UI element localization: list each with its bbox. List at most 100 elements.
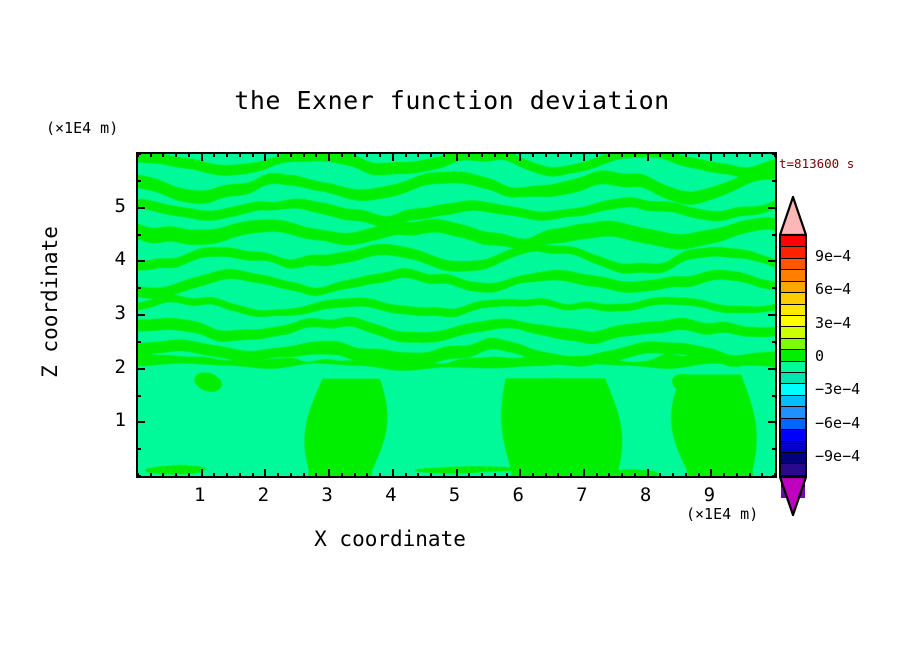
- axis-tick: [136, 340, 141, 343]
- axis-tick: [187, 473, 190, 478]
- axis-tick: [768, 206, 777, 209]
- axis-tick: [417, 152, 420, 157]
- axis-tick: [480, 152, 483, 157]
- axis-tick: [328, 469, 331, 478]
- axis-tick: [277, 152, 280, 157]
- contour-field: [138, 154, 775, 476]
- colorbar-tick-label: 9e−4: [815, 247, 852, 266]
- axis-tick: [633, 473, 636, 478]
- axis-tick: [340, 473, 343, 478]
- colorbar-band: [781, 304, 805, 316]
- axis-tick: [200, 152, 203, 161]
- axis-tick: [136, 179, 141, 182]
- axis-tick: [519, 152, 522, 161]
- colorbar: 9e−4 6e−4 3e−4 0 −3e−4 −6e−4 −9e−4: [779, 196, 860, 516]
- colorbar-tick-label: −9e−4: [815, 446, 861, 465]
- axis-tick: [200, 469, 203, 478]
- axis-tick: [430, 473, 433, 478]
- axis-tick: [289, 473, 292, 478]
- colorbar-band: [781, 441, 805, 454]
- x-tick-label: 5: [448, 484, 461, 506]
- axis-tick: [493, 152, 496, 157]
- colorbar-under-arrow-icon: [779, 476, 807, 516]
- axis-tick: [735, 152, 738, 157]
- axis-tick: [226, 473, 229, 478]
- axis-tick: [379, 152, 382, 157]
- axis-tick: [768, 367, 777, 370]
- x-tick-label: 3: [321, 484, 333, 506]
- axis-tick: [761, 152, 764, 157]
- y-tick-label: 1: [114, 409, 126, 432]
- colorbar-bands: [779, 234, 807, 498]
- axis-tick: [136, 394, 141, 397]
- axis-tick: [772, 233, 777, 236]
- axis-tick: [772, 340, 777, 343]
- colorbar-band: [781, 395, 805, 408]
- axis-tick: [328, 152, 331, 161]
- axis-tick: [723, 152, 726, 157]
- axis-tick: [608, 473, 611, 478]
- axis-tick: [531, 473, 534, 478]
- axis-tick: [768, 260, 777, 263]
- axis-tick: [570, 473, 573, 478]
- axis-tick: [544, 152, 547, 157]
- axis-tick: [772, 287, 777, 290]
- axis-tick: [353, 473, 356, 478]
- axis-tick: [404, 473, 407, 478]
- colorbar-band: [781, 270, 805, 282]
- axis-tick: [264, 152, 267, 161]
- axis-tick: [366, 473, 369, 478]
- axis-tick: [768, 314, 777, 316]
- axis-tick: [136, 314, 145, 316]
- axis-tick: [226, 152, 229, 157]
- axis-tick: [570, 152, 573, 157]
- colorbar-band: [781, 258, 805, 271]
- axis-tick: [149, 473, 152, 478]
- axis-tick: [582, 152, 585, 161]
- axis-tick: [136, 153, 141, 155]
- colorbar-band: [781, 464, 805, 476]
- axis-tick: [480, 473, 483, 478]
- axis-tick: [772, 179, 777, 182]
- axis-tick: [136, 206, 145, 209]
- axis-tick: [506, 152, 509, 157]
- axis-tick: [442, 152, 445, 157]
- axis-tick: [768, 421, 777, 424]
- colorbar-tick-label: −3e−4: [815, 380, 861, 399]
- axis-tick: [621, 473, 624, 478]
- axis-tick: [302, 473, 305, 478]
- axis-tick: [175, 473, 178, 478]
- axis-tick: [442, 473, 445, 478]
- axis-tick: [136, 367, 145, 370]
- axis-tick: [710, 469, 713, 478]
- colorbar-tick-label: 0: [815, 347, 825, 365]
- colorbar-band: [781, 361, 805, 374]
- axis-tick: [772, 153, 777, 155]
- axis-tick: [238, 473, 241, 478]
- colorbar-band: [781, 430, 805, 442]
- axis-tick: [710, 152, 713, 161]
- colorbar-band: [781, 281, 805, 294]
- axis-tick: [277, 473, 280, 478]
- axis-tick: [697, 473, 700, 478]
- axis-tick: [136, 233, 141, 236]
- axis-tick: [761, 473, 764, 478]
- axis-tick: [417, 473, 420, 478]
- axis-tick: [251, 473, 254, 478]
- axis-tick: [493, 473, 496, 478]
- axis-tick: [772, 475, 777, 477]
- axis-tick: [366, 152, 369, 157]
- colorbar-band: [781, 338, 805, 351]
- axis-tick: [315, 473, 318, 478]
- colorbar-band: [781, 247, 805, 259]
- axis-tick: [136, 475, 141, 477]
- contour-plot-area: [136, 152, 777, 478]
- x-tick-label: 9: [703, 484, 716, 506]
- axis-tick: [772, 394, 777, 397]
- y-tick-label: 4: [114, 248, 126, 271]
- y-tick-label: 2: [114, 355, 126, 378]
- axis-tick: [162, 152, 165, 157]
- axis-tick: [175, 152, 178, 157]
- axis-tick: [455, 152, 458, 161]
- axis-tick: [391, 469, 394, 478]
